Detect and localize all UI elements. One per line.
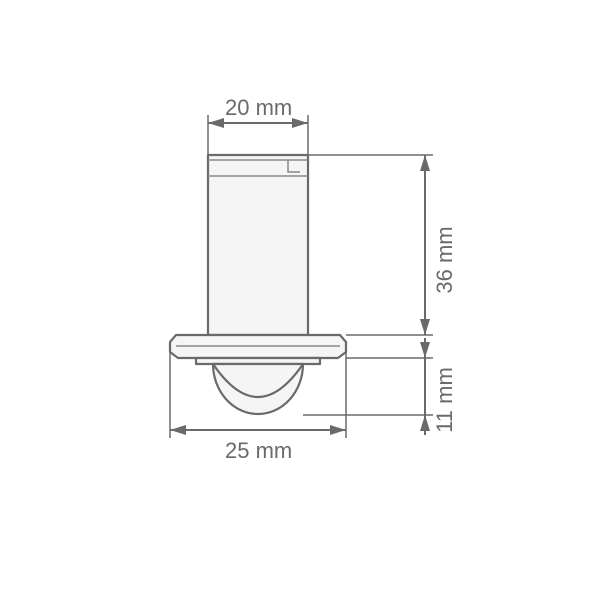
dim-label-top-width: 20 mm <box>225 95 292 120</box>
technical-drawing: 20 mm 25 mm 36 mm 11 mm <box>0 0 600 600</box>
dim-label-upper-height: 36 mm <box>432 226 457 293</box>
barrel-body <box>208 155 308 335</box>
sensor-part <box>170 155 346 414</box>
dimension-top-width: 20 mm <box>208 95 308 155</box>
dim-label-bottom-width: 25 mm <box>225 438 292 463</box>
dim-label-lower-height: 11 mm <box>432 367 457 433</box>
dome-lens <box>213 364 303 414</box>
dimension-upper-height: 36 mm <box>308 155 457 335</box>
